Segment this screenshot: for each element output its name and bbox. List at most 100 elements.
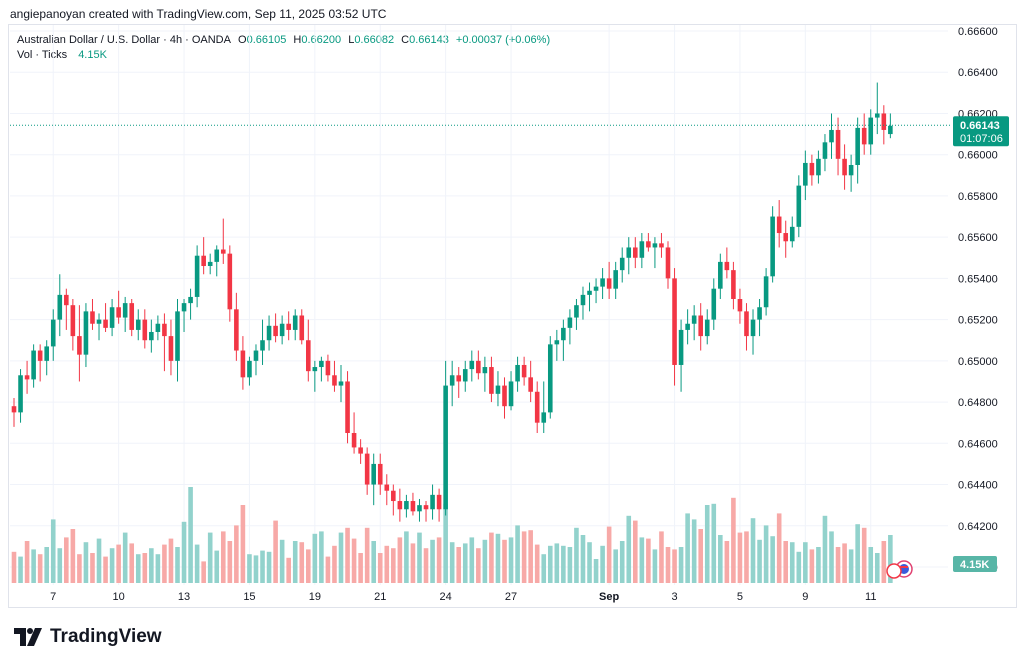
candle-body — [319, 360, 324, 368]
volume-bar — [763, 525, 769, 583]
volume-bar — [711, 503, 717, 583]
candle-body — [240, 350, 246, 378]
candle-body — [306, 340, 311, 372]
candle-body — [521, 364, 527, 378]
candle-body — [273, 325, 278, 337]
price-tick-label: 0.66000 — [958, 150, 998, 162]
volume-bar — [750, 518, 756, 583]
volume-bar — [789, 542, 795, 583]
volume-badge-text: 4.15K — [960, 559, 989, 571]
high-value: 0.66200 — [301, 34, 342, 46]
volume-bar — [234, 525, 239, 583]
volume-bar — [240, 505, 246, 583]
candle-body — [881, 113, 887, 130]
volume-bar — [547, 545, 553, 583]
candle-body — [325, 360, 331, 376]
candle-body — [750, 319, 756, 337]
candle-body — [77, 336, 82, 355]
open-value: 0.66105 — [246, 34, 287, 46]
last-price-text: 0.66143 — [960, 120, 1000, 132]
candle-body — [96, 319, 102, 324]
volume-bar — [861, 527, 867, 583]
candle-body — [292, 315, 298, 330]
volume-bar — [704, 505, 710, 583]
volume-bar — [279, 539, 285, 583]
volume-bar — [691, 519, 697, 583]
candle-body — [888, 125, 893, 135]
volume-bar — [482, 539, 488, 583]
candle-body — [220, 249, 226, 254]
price-tick-label: 0.65000 — [958, 356, 998, 368]
candle-body — [613, 270, 618, 289]
volume-bars — [11, 487, 893, 583]
candle-body — [253, 350, 259, 361]
volume-bar — [371, 541, 376, 583]
candles — [11, 82, 893, 522]
symbol-label[interactable]: Australian Dollar / U.S. Dollar · 4h · O… — [17, 34, 231, 46]
candle-body — [816, 158, 821, 176]
volume-bar — [528, 530, 533, 583]
volume-bar — [44, 547, 49, 583]
candle-body — [149, 331, 154, 341]
candle-body — [724, 261, 730, 271]
candle-body — [207, 261, 213, 267]
volume-bar — [829, 531, 834, 583]
candle-body — [24, 375, 30, 380]
volume-bar — [881, 541, 887, 583]
volume-bar — [149, 548, 154, 583]
brand-logo[interactable]: TradingView — [14, 626, 162, 648]
volume-label[interactable]: Vol · Ticks — [17, 49, 68, 61]
price-tick-label: 0.64400 — [958, 480, 998, 492]
close-label: C — [401, 34, 410, 46]
candle-body — [704, 319, 710, 337]
time-tick-label: 5 — [737, 591, 743, 603]
candle-body — [776, 216, 782, 234]
candle-body — [469, 360, 475, 370]
volume-bar — [430, 539, 435, 583]
candle-body — [809, 162, 815, 176]
candle-body — [449, 375, 455, 386]
volume-bar — [757, 539, 762, 583]
candle-body — [371, 463, 376, 485]
grid-lines — [10, 25, 948, 585]
volume-bar — [129, 543, 135, 583]
volume-bar — [122, 532, 128, 583]
candle-body — [606, 278, 612, 289]
volume-bar — [175, 547, 180, 583]
candle-body — [247, 360, 252, 378]
candle-body — [803, 162, 808, 186]
candle-body — [358, 447, 363, 454]
candle-body — [64, 294, 69, 306]
candle-body — [580, 294, 586, 306]
volume-bar — [410, 543, 416, 583]
volume-bar — [613, 549, 618, 583]
volume-bar — [351, 538, 357, 583]
candle-body — [384, 484, 390, 491]
volume-bar — [116, 544, 121, 583]
volume-bar — [181, 521, 187, 583]
volume-bar — [462, 543, 468, 583]
candle-body — [70, 305, 76, 337]
candle-body — [619, 257, 625, 271]
event-marker-icon — [886, 563, 902, 579]
volume-bar — [737, 532, 743, 583]
low-value: 0.66082 — [354, 34, 395, 46]
candle-body — [789, 226, 795, 242]
volume-bar — [449, 542, 455, 583]
volume-bar — [600, 545, 605, 583]
volume-bar — [796, 551, 802, 583]
candle-body — [410, 501, 416, 512]
candle-body — [770, 216, 775, 277]
candle-body — [135, 319, 141, 330]
candle-body — [554, 340, 560, 345]
volume-bar — [345, 527, 350, 583]
candle-body — [168, 336, 174, 361]
candle-body — [234, 309, 239, 351]
candle-body — [188, 296, 193, 304]
last-price-badge: 0.66143 01:07:06 — [953, 116, 1009, 147]
candle-body — [397, 501, 403, 510]
candle-body — [31, 350, 36, 380]
volume-bar — [306, 549, 311, 583]
candle-body — [266, 325, 272, 341]
